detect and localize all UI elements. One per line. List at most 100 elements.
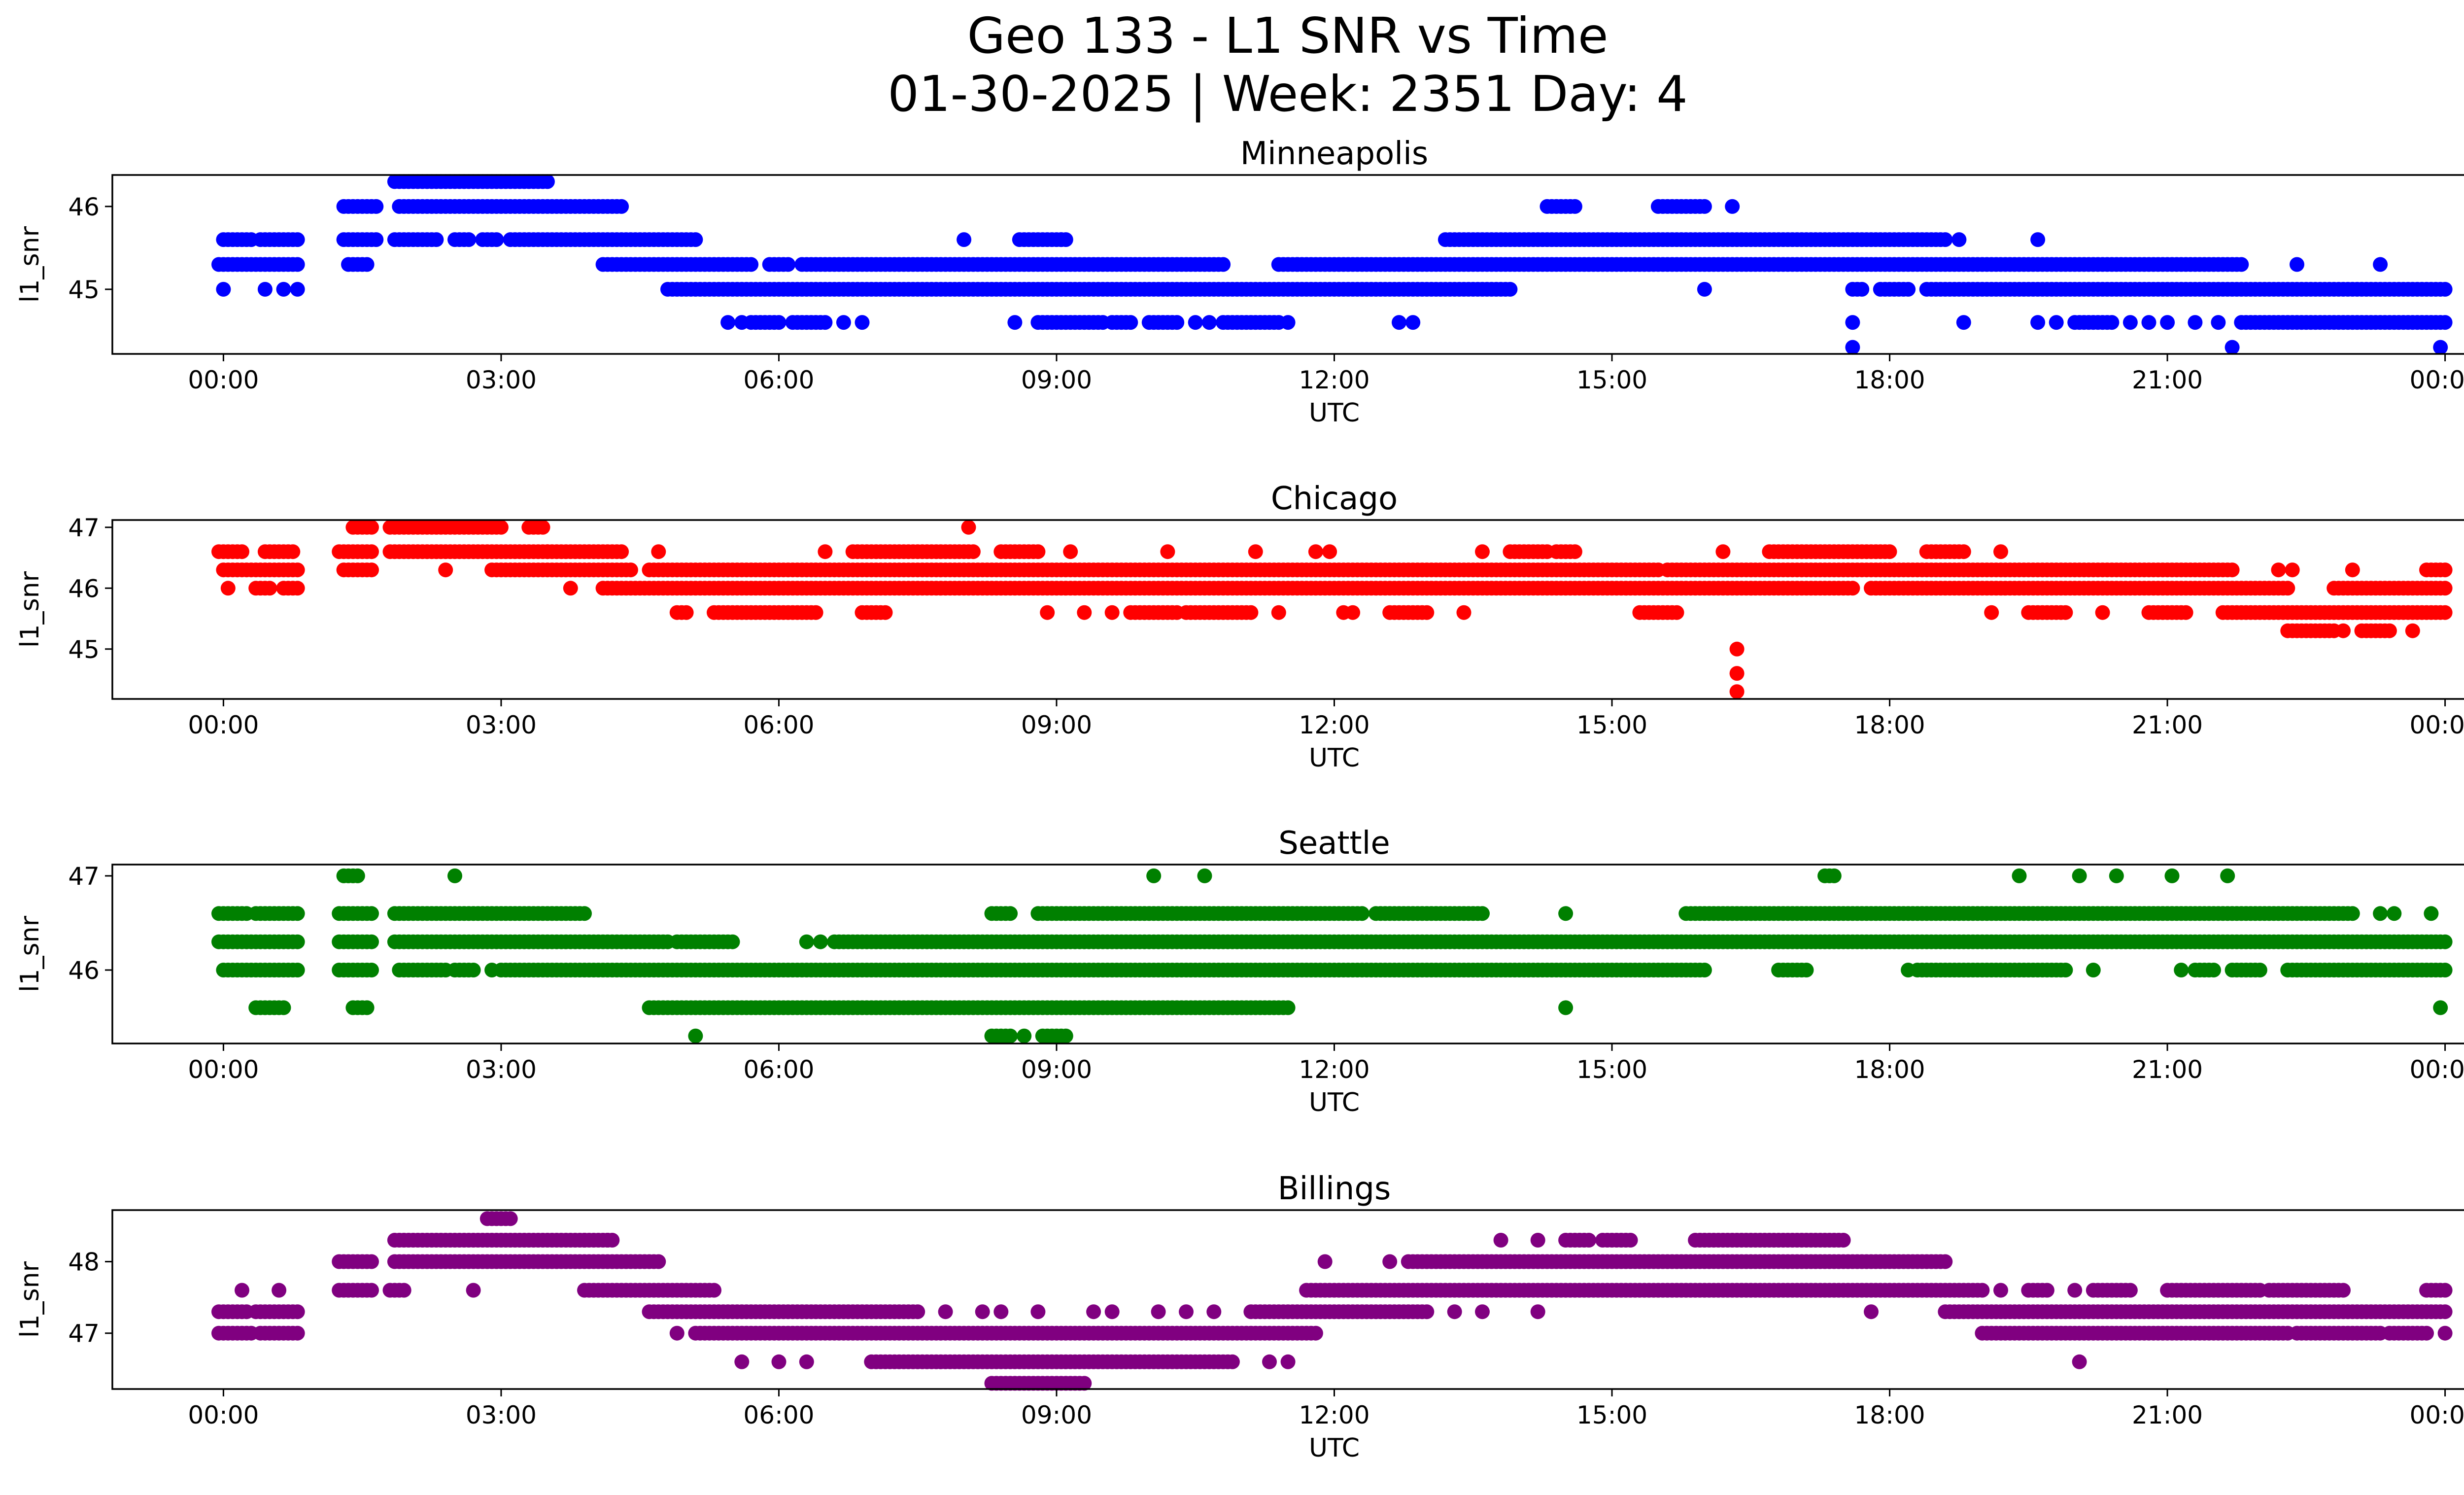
x-axis-label: UTC [1309,743,1360,773]
data-point [1003,1028,1018,1043]
data-point [2433,1000,2448,1015]
data-point [1040,605,1055,620]
data-point [1729,641,1745,657]
data-point [734,1354,750,1369]
data-point [2012,868,2027,883]
data-point [614,199,629,214]
data-point [290,963,305,977]
data-point [1567,199,1582,214]
data-point [688,1028,703,1043]
data-point [600,1233,615,1248]
data-point [1058,1028,1073,1043]
data-points [211,1211,2453,1391]
data-point [429,232,444,247]
x-tick-label: 15:00 [1576,711,1647,739]
data-point [1938,232,1953,247]
y-tick-label: 45 [68,635,100,664]
x-tick-label: 18:00 [1854,1401,1925,1429]
y-axis-label: l1_snr [15,226,45,303]
data-point [2164,868,2180,883]
data-point [1197,868,1212,883]
data-point [2072,868,2087,883]
data-point [2373,257,2388,272]
data-point [2220,868,2235,883]
data-point [2290,257,2304,272]
data-point [855,315,870,330]
data-point [688,232,703,247]
data-point [276,1000,291,1015]
data-point [938,1304,953,1320]
data-point [1188,315,1203,330]
data-point [350,868,365,883]
data-point [290,281,305,297]
x-tick-label: 06:00 [743,1055,814,1084]
data-point [2437,605,2453,620]
x-tick-label: 21:00 [2132,711,2203,739]
data-point [1567,544,1582,559]
data-point [2058,605,2073,620]
data-point [993,1304,1009,1320]
data-point [1317,1254,1333,1269]
data-point [2086,963,2101,977]
data-point [813,934,828,949]
data-point [707,1283,721,1298]
x-tick-label: 09:00 [1021,1401,1092,1429]
data-point [878,605,893,620]
x-tick-label: 00:00 [188,366,259,394]
data-point [1077,1376,1092,1391]
data-point [2178,605,2193,620]
data-point [808,605,823,620]
y-tick-label: 46 [68,574,100,603]
data-point [235,1283,249,1298]
x-tick-label: 15:00 [1576,366,1647,394]
data-point [563,581,578,596]
x-tick-label: 00:00 [2410,1055,2464,1084]
data-point [2067,1283,2083,1298]
data-point [577,1233,592,1248]
data-point [781,257,796,272]
data-point [1392,315,1406,330]
data-point [2188,315,2203,330]
data-point [2336,623,2351,638]
y-tick-label: 46 [68,193,100,221]
x-tick-label: 12:00 [1299,1055,1369,1084]
data-point [262,581,277,596]
data-point [290,1325,305,1341]
data-point [1493,1233,1508,1248]
data-point [1558,906,1574,921]
data-point [1262,1354,1277,1369]
data-point [2437,562,2453,578]
x-tick-label: 03:00 [466,366,537,394]
x-tick-label: 03:00 [466,1055,537,1084]
data-point [818,544,833,559]
data-point [1007,315,1023,330]
data-point [1419,1304,1435,1320]
data-point [364,520,379,535]
data-point [257,281,273,297]
data-point [2072,1354,2087,1369]
data-point [1104,1304,1120,1320]
data-point [1864,1304,1879,1320]
data-point [493,520,509,535]
data-point [396,1283,411,1298]
x-tick-label: 03:00 [466,711,537,739]
data-point [535,520,550,535]
data-point [1456,605,1472,620]
data-point [461,232,477,247]
data-point [2211,315,2226,330]
data-point [1225,1354,1240,1369]
x-tick-label: 18:00 [1854,1055,1925,1084]
data-point [2141,315,2156,330]
data-point [679,605,694,620]
data-point [1271,605,1286,620]
data-point [2437,1304,2453,1320]
data-point [2109,868,2124,883]
x-tick-label: 00:00 [2410,366,2464,394]
data-point [1975,1283,1990,1298]
data-point [771,315,787,330]
data-point [669,1325,684,1341]
data-point [623,562,638,578]
data-point [651,1254,666,1269]
data-point [1956,315,1971,330]
